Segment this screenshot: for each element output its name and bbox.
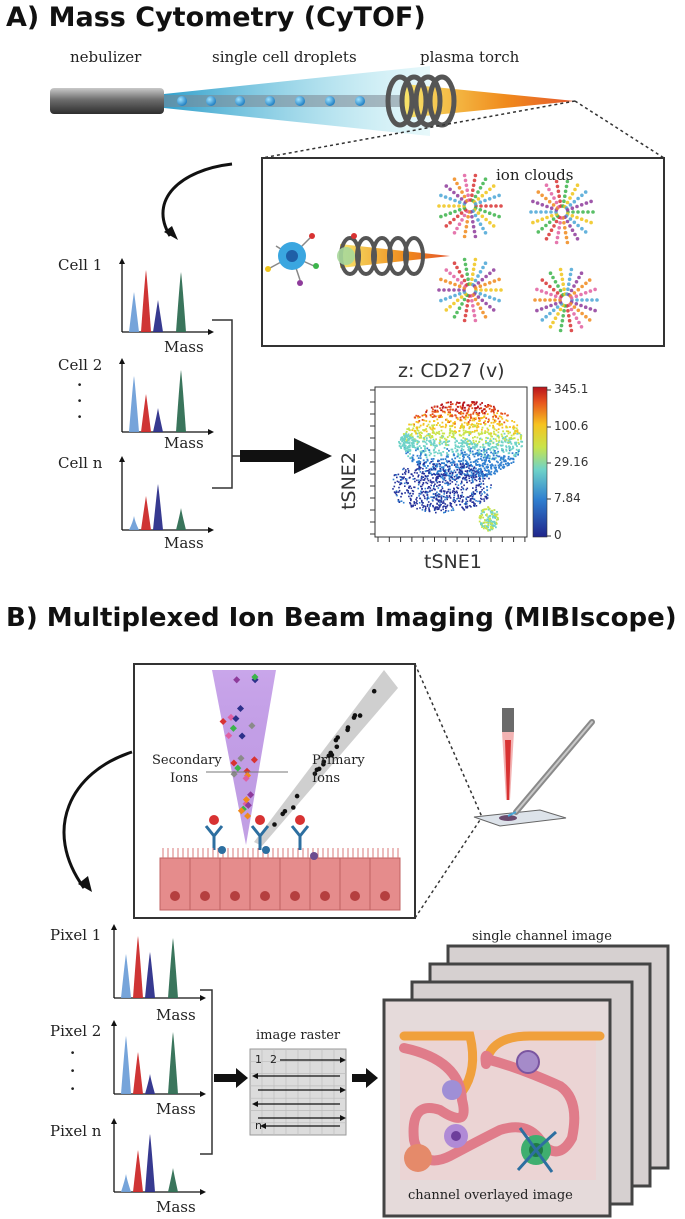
cell-spectra-a	[119, 258, 214, 533]
bracket-arrow-a	[212, 319, 332, 489]
pixel-2-label: Pixel 2	[50, 1022, 102, 1040]
torch-label: plasma torch	[420, 48, 520, 66]
nebulizer-label: nebulizer	[70, 48, 142, 66]
labeled-cell	[265, 233, 319, 286]
ellipsis-dot-b3: ·	[70, 1080, 76, 1098]
scale-tick-4: 7.84	[554, 491, 581, 505]
cytof-instrument-diagram	[50, 66, 665, 159]
plasma-torch-coil	[385, 74, 457, 128]
pixel-n-label: Pixel n	[50, 1122, 102, 1140]
section-a-title: A) Mass Cytometry (CyTOF)	[6, 2, 426, 33]
raster-label-2: 2	[270, 1053, 277, 1066]
pixel-1-label: Pixel 1	[50, 926, 102, 944]
primary-ions-label-1: Primary	[312, 753, 365, 768]
raster-label-n: n	[255, 1119, 262, 1132]
cell-n-label: Cell n	[58, 454, 103, 472]
plasma-flame	[404, 84, 575, 118]
curved-arrow-a	[161, 162, 233, 240]
mass-label-pixel-2: Mass	[156, 1100, 196, 1118]
scale-tick-1: 345.1	[554, 382, 589, 396]
droplets-label: single cell droplets	[212, 48, 357, 66]
ellipsis-dot-2: ·	[77, 392, 83, 410]
section-b-title: B) Multiplexed Ion Beam Imaging (MIBIsco…	[6, 603, 677, 633]
overlay-label: channel overlayed image	[408, 1188, 573, 1203]
ion-clouds-group	[437, 173, 599, 333]
ion-clouds-label: ion clouds	[496, 166, 574, 184]
ellipsis-dot-b2: ·	[70, 1062, 76, 1080]
secondary-ions-label-2: Ions	[170, 771, 199, 786]
primary-ions-label-2: Ions	[312, 771, 341, 786]
tsne-xlabel: tSNE1	[424, 551, 482, 573]
tsne-plot	[370, 386, 551, 542]
ellipsis-dot-3: ·	[77, 408, 83, 426]
mass-label-pixel-n: Mass	[156, 1198, 196, 1216]
ellipsis-dot-b1: ·	[70, 1044, 76, 1062]
scale-tick-2: 100.6	[554, 419, 589, 433]
curved-arrow-b	[62, 750, 133, 892]
mibi-ion-beam-diagram	[133, 663, 483, 919]
raster-label-1: 1	[255, 1053, 262, 1066]
cell-1-label: Cell 1	[58, 256, 103, 274]
droplet-stream	[164, 66, 430, 136]
tsne-title: z: CD27 (v)	[398, 360, 505, 382]
mass-label-cell-2: Mass	[164, 434, 204, 452]
cell-2-label: Cell 2	[58, 356, 103, 374]
mass-label-cell-n: Mass	[164, 534, 204, 552]
scale-tick-3: 29.16	[554, 455, 589, 469]
mass-label-cell-1: Mass	[164, 338, 204, 356]
scale-tick-5: 0	[554, 528, 562, 542]
image-raster-title: image raster	[256, 1028, 341, 1043]
ellipsis-dot-1: ·	[77, 376, 83, 394]
mibiscope-instrument	[473, 708, 595, 827]
single-channel-label: single channel image	[472, 929, 612, 944]
ion-cloud-zoom-box	[261, 157, 665, 347]
secondary-ions-label-1: Secondary	[152, 753, 222, 768]
mass-label-pixel-1: Mass	[156, 1006, 196, 1024]
nebulizer-tube	[50, 88, 164, 114]
